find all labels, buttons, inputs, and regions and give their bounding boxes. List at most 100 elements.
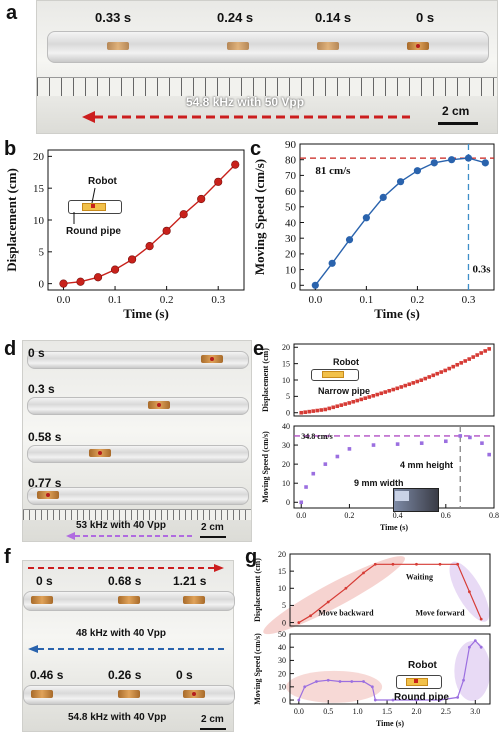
time-label: 0.58 s (28, 430, 62, 444)
data-point (59, 279, 68, 288)
y-tick-label: 10 (278, 683, 286, 692)
data-point (362, 680, 365, 683)
series-line (314, 157, 486, 286)
robot-0.24s (227, 42, 249, 50)
y-axis-label: Moving Speed (cm/s) (252, 159, 267, 275)
y-tick-label: 30 (282, 441, 290, 450)
panel-f-photo (22, 560, 235, 732)
data-point (395, 442, 400, 446)
chart-e-speed: 0 10 20 30 40 0.0 0.2 0.4 0.6 0.8 34.8 cm/s Time (s… (261, 422, 499, 532)
chart-e-displacement: 0 5 10 15 20 Displacement (cm) (261, 343, 495, 418)
data-point (479, 617, 483, 621)
data-point (323, 462, 328, 466)
robot-0.14s (317, 42, 339, 50)
x-tick-label: 0.3 (211, 294, 225, 306)
y-tick-label: 0 (282, 618, 286, 627)
robot-0s (407, 42, 429, 50)
drive-caption: 48 kHz with 40 Vpp (76, 628, 167, 639)
data-point (335, 404, 340, 409)
pipe-strip (27, 487, 249, 505)
ruler (37, 77, 497, 96)
y-tick-label: 20 (285, 249, 297, 261)
data-point (347, 447, 352, 451)
data-point (415, 562, 418, 566)
y-tick-label: 10 (278, 584, 286, 593)
robot-0.33s (107, 42, 129, 50)
y-tick-label: 5 (282, 601, 286, 610)
y-tick-label: 0 (39, 278, 45, 290)
inset-g-robot-label: Robot (408, 660, 437, 671)
panel-letter-b: b (4, 138, 17, 160)
data-point (458, 434, 463, 438)
x-tick-label: 0.2 (344, 511, 354, 520)
highlight-region (454, 640, 491, 701)
data-point (396, 178, 405, 186)
data-point (335, 454, 340, 459)
time-label: 0 s (36, 574, 53, 588)
data-point (419, 441, 424, 445)
data-point (423, 376, 427, 381)
x-tick-label: 1.5 (382, 707, 392, 716)
data-point (331, 405, 336, 410)
data-point (431, 373, 435, 378)
data-point (311, 409, 316, 413)
data-point (481, 159, 489, 167)
inset-e-pipe-label: Narrow pipe (318, 386, 371, 396)
time-label: 0.33 s (95, 10, 132, 25)
data-point (379, 193, 387, 201)
data-point (373, 698, 377, 702)
data-point (487, 452, 491, 457)
x-tick-label: 0.3 (462, 294, 476, 306)
panel-letter-e: e (253, 338, 265, 360)
data-point (309, 614, 312, 618)
data-point (483, 349, 487, 353)
direction-arrow-backward (28, 645, 224, 653)
data-point (297, 698, 301, 702)
inset-e-robot-photo (395, 491, 409, 501)
inset-b-pipe-label: Round pipe (66, 226, 121, 237)
data-point (439, 370, 443, 374)
data-point (462, 678, 465, 682)
data-point (399, 385, 404, 389)
x-tick-label: 0.1 (359, 294, 373, 306)
x-tick-label: 0.6 (441, 511, 451, 520)
x-tick-label: 0.2 (411, 294, 425, 306)
data-point (411, 381, 416, 385)
panel-d-photo (22, 340, 252, 542)
data-point (371, 443, 376, 447)
data-point (162, 226, 171, 235)
x-tick-label: 0.4 (393, 511, 403, 520)
y-tick-label: 15 (278, 567, 286, 576)
data-point (197, 194, 206, 204)
y-tick-label: 20 (278, 550, 286, 559)
x-tick-label: 0.1 (108, 294, 122, 306)
y-tick-label: 20 (282, 460, 290, 469)
inset-b-arrows (73, 187, 96, 224)
x-axis-label: Time (s) (374, 306, 420, 321)
time-label: 0.68 s (108, 574, 142, 588)
x-tick-label: 3.0 (470, 707, 480, 716)
scale-bar (200, 536, 226, 538)
y-tick-label: 20 (33, 151, 45, 163)
data-point (438, 698, 442, 702)
data-point (383, 390, 388, 394)
x-tick-label: 1.0 (353, 707, 363, 716)
robot (31, 690, 53, 698)
y-tick-label: 10 (282, 479, 290, 488)
data-point (415, 698, 418, 702)
y-tick-label: 15 (282, 359, 290, 368)
data-point (455, 362, 459, 367)
y-tick-label: 30 (285, 233, 297, 245)
data-point (299, 500, 304, 505)
scale-label: 2 cm (201, 522, 224, 533)
panel-letter-d: d (4, 338, 17, 360)
y-tick-label: 50 (278, 630, 286, 639)
data-point (419, 378, 423, 382)
data-point (319, 408, 324, 412)
y-axis-label: Displacement (cm) (4, 168, 19, 272)
panel-letter-c: c (250, 138, 262, 160)
robot (118, 596, 140, 604)
data-point (391, 698, 395, 702)
data-point (435, 371, 439, 376)
y-tick-label: 10 (282, 376, 290, 385)
